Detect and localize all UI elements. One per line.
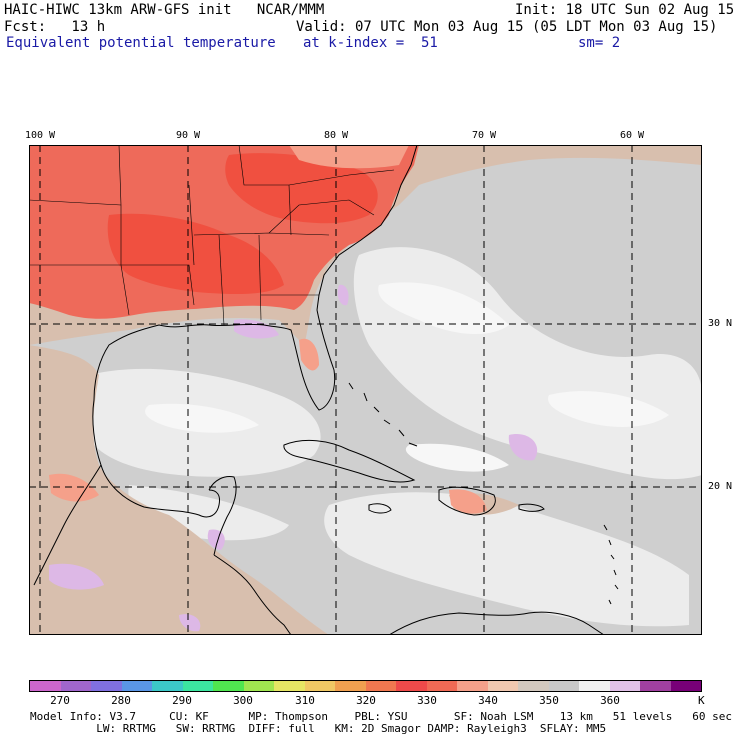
- tick-label: 350: [539, 694, 559, 707]
- model-title: HAIC-HIWC 13km ARW-GFS init NCAR/MMM: [4, 2, 325, 18]
- tick-label: 320: [356, 694, 376, 707]
- colorbar-swatch: [30, 681, 61, 691]
- colorbar-swatch: [274, 681, 305, 691]
- colorbar-swatch: [457, 681, 488, 691]
- model-info-line2: LW: RRTMG SW: RRTMG DIFF: full KM: 2D Sm…: [30, 722, 607, 735]
- lon-label-100w: 100 W: [24, 130, 56, 141]
- lon-label-80w: 80 W: [323, 130, 349, 141]
- very-high-theta-e-region: [107, 153, 378, 295]
- lon-label-90w: 90 W: [175, 130, 201, 141]
- lat-label-30n: 30 N: [708, 318, 733, 329]
- colorbar-swatch: [365, 681, 396, 691]
- colorbar-swatch: [243, 681, 274, 691]
- tick-label: 300: [233, 694, 253, 707]
- state-borders: [29, 145, 395, 326]
- level-info: at k-index = 51: [303, 35, 438, 51]
- colorbar-swatch: [60, 681, 91, 691]
- theta-e-map: [29, 145, 702, 635]
- tick-label: 310: [295, 694, 315, 707]
- colorbar-swatch: [487, 681, 518, 691]
- tick-label: 290: [172, 694, 192, 707]
- smoothing-info: sm= 2: [578, 35, 621, 51]
- colorbar-swatch: [609, 681, 640, 691]
- colorbar-swatch: [152, 681, 183, 691]
- colorbar-swatch: [426, 681, 457, 691]
- colorbar-swatch: [213, 681, 244, 691]
- colorbar: [29, 680, 702, 692]
- map-frame: [29, 145, 702, 635]
- model-info-line1: Model Info: V3.7 CU: KF MP: Thompson PBL…: [30, 710, 732, 723]
- colorbar-swatch: [121, 681, 152, 691]
- tick-label: 360: [600, 694, 620, 707]
- coastlines: [33, 145, 619, 635]
- colorbar-swatch: [640, 681, 671, 691]
- field-name: Equivalent potential temperature: [6, 35, 276, 51]
- init-time: Init: 18 UTC Sun 02 Aug 15: [515, 2, 735, 18]
- tick-label: 330: [417, 694, 437, 707]
- tick-label: 340: [478, 694, 498, 707]
- colorbar-swatch: [579, 681, 610, 691]
- colorbar-swatch: [548, 681, 579, 691]
- colorbar-swatch: [518, 681, 549, 691]
- graticule: [29, 145, 702, 635]
- tick-label: 280: [111, 694, 131, 707]
- colorbar-swatch: [304, 681, 335, 691]
- colorbar-unit: K: [698, 694, 705, 707]
- lat-label-20n: 20 N: [708, 481, 733, 492]
- tick-label: 270: [50, 694, 70, 707]
- colorbar-swatch: [335, 681, 366, 691]
- valid-time: Valid: 07 UTC Mon 03 Aug 15 (05 LDT Mon …: [296, 19, 718, 35]
- forecast-hour: Fcst: 13 h: [4, 19, 106, 35]
- white-field-areas: [145, 282, 669, 472]
- colorbar-swatch: [670, 681, 701, 691]
- lon-label-60w: 60 W: [619, 130, 645, 141]
- warm-highlights: [49, 145, 487, 514]
- lon-label-70w: 70 W: [471, 130, 497, 141]
- colorbar-swatch: [91, 681, 122, 691]
- colorbar-swatch: [396, 681, 427, 691]
- colorbar-swatch: [182, 681, 213, 691]
